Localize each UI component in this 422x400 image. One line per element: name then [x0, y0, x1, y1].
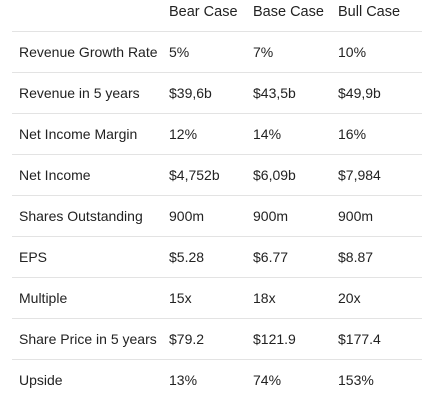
- table-header-row: Bear Case Base Case Bull Case: [12, 0, 422, 31]
- bull-value: 153%: [338, 372, 374, 388]
- bull-value: $49,9b: [338, 85, 381, 101]
- base-value: 900m: [253, 208, 289, 224]
- bull-value: $8.87: [338, 249, 374, 265]
- row-label: EPS: [19, 249, 48, 265]
- header-bull-case: Bull Case: [338, 4, 401, 20]
- table-row: EPS $5.28 $6.77 $8.87: [12, 236, 422, 277]
- table-row: Revenue in 5 years $39,6b $43,5b $49,9b: [12, 72, 422, 113]
- row-label: Upside: [19, 372, 63, 388]
- row-label: Share Price in 5 years: [19, 331, 157, 347]
- bear-value: 5%: [169, 44, 190, 60]
- base-value: $43,5b: [253, 85, 296, 101]
- bear-value: $5.28: [169, 249, 205, 265]
- table-row: Revenue Growth Rate 5% 7% 10%: [12, 31, 422, 72]
- bull-value: 10%: [338, 44, 367, 60]
- table-row: Net Income Margin 12% 14% 16%: [12, 113, 422, 154]
- table-row: Net Income $4,752b $6,09b $7,984: [12, 154, 422, 195]
- bull-value: $177.4: [338, 331, 381, 347]
- header-base-case: Base Case: [253, 4, 324, 20]
- base-value: $121.9: [253, 331, 296, 347]
- bear-value: 15x: [169, 290, 192, 306]
- bull-value: $7,984: [338, 167, 381, 183]
- bull-value: 16%: [338, 126, 367, 142]
- bull-value: 20x: [338, 290, 361, 306]
- header-bear-case: Bear Case: [169, 4, 238, 20]
- row-label: Revenue Growth Rate: [19, 44, 158, 60]
- bear-value: $4,752b: [169, 167, 220, 183]
- bull-value: 900m: [338, 208, 374, 224]
- row-label: Revenue in 5 years: [19, 85, 140, 101]
- base-value: $6.77: [253, 249, 289, 265]
- row-label: Net Income: [19, 167, 91, 183]
- bear-value: 900m: [169, 208, 205, 224]
- bear-value: 13%: [169, 372, 198, 388]
- bear-value: $39,6b: [169, 85, 212, 101]
- base-value: $6,09b: [253, 167, 296, 183]
- base-value: 14%: [253, 126, 282, 142]
- base-value: 7%: [253, 44, 274, 60]
- table-row: Share Price in 5 years $79.2 $121.9 $177…: [12, 318, 422, 359]
- bear-value: $79.2: [169, 331, 205, 347]
- row-label: Multiple: [19, 290, 68, 306]
- scenario-table: Bear Case Base Case Bull Case Revenue Gr…: [12, 0, 422, 400]
- table-row: Shares Outstanding 900m 900m 900m: [12, 195, 422, 236]
- base-value: 74%: [253, 372, 282, 388]
- bear-value: 12%: [169, 126, 198, 142]
- table-row: Multiple 15x 18x 20x: [12, 277, 422, 318]
- row-label: Net Income Margin: [19, 126, 138, 142]
- row-label: Shares Outstanding: [19, 208, 143, 224]
- base-value: 18x: [253, 290, 276, 306]
- table-row: Upside 13% 74% 153%: [12, 359, 422, 400]
